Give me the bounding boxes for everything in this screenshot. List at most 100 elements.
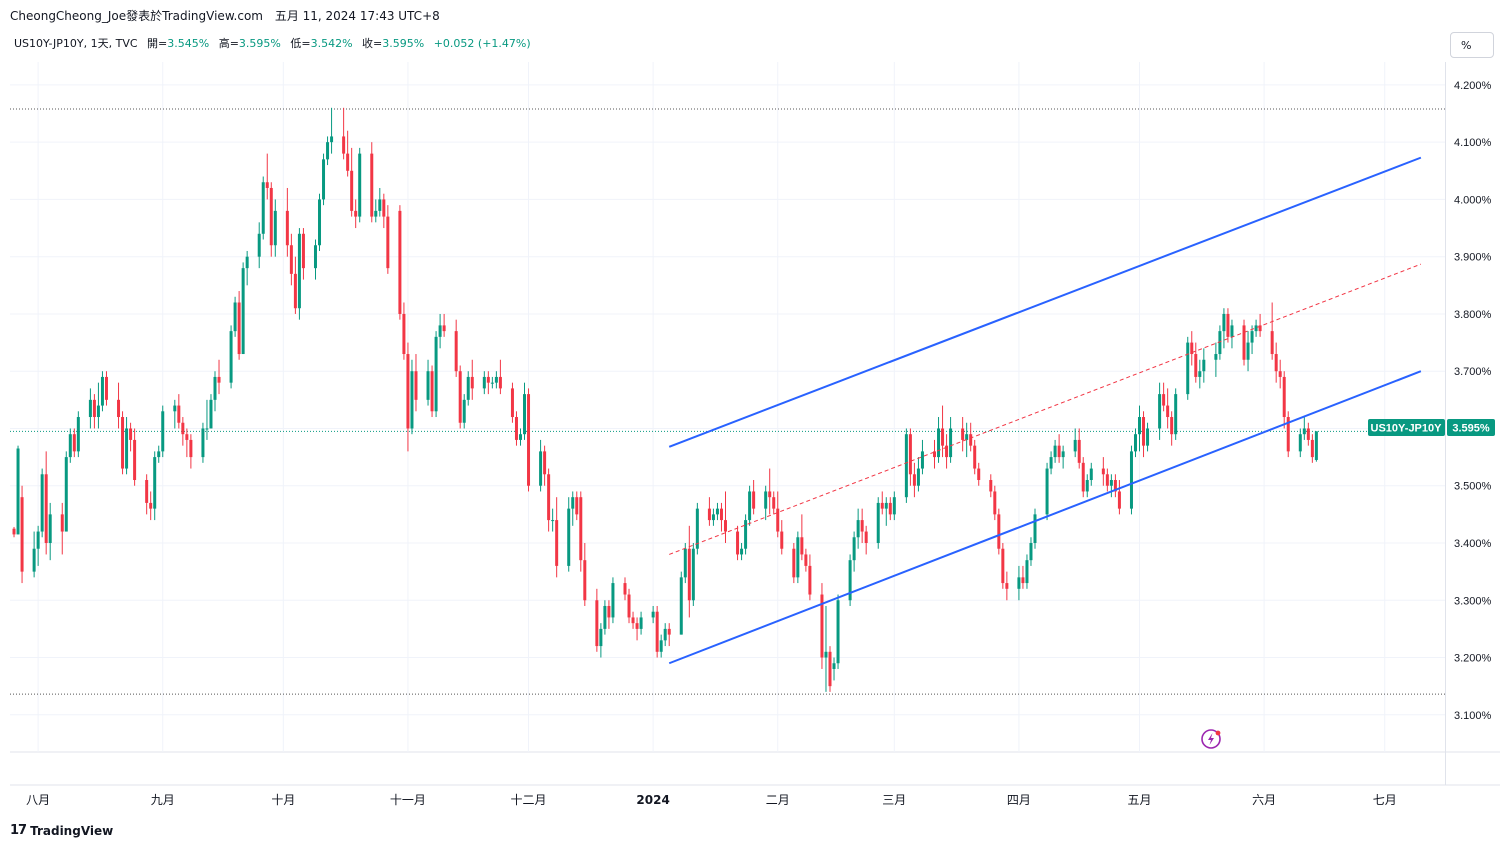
candle: [711, 508, 715, 526]
candle: [945, 434, 949, 469]
candle: [916, 457, 920, 492]
channel-lower-line: [668, 370, 1422, 665]
candle: [494, 371, 498, 389]
candle-body: [719, 508, 723, 521]
candle: [1286, 411, 1290, 458]
candle: [1025, 554, 1029, 589]
candle: [1029, 537, 1033, 566]
legend-open-label: 開=: [147, 37, 168, 50]
candle: [1222, 308, 1226, 349]
candle-body: [796, 537, 800, 578]
channel-mid-line: [669, 263, 1422, 555]
candle-body: [44, 474, 48, 543]
lightning-alert-icon[interactable]: [1201, 729, 1221, 749]
candle-body: [386, 216, 390, 269]
candle-body: [945, 445, 949, 458]
candle-body: [1029, 542, 1033, 561]
legend-symbol: US10Y-JP10Y, 1天, TVC: [14, 37, 138, 50]
candle-body: [346, 153, 350, 171]
candle: [607, 600, 611, 629]
candle: [100, 371, 104, 412]
candle-body: [382, 199, 386, 217]
candle-body: [233, 302, 237, 332]
legend-low-label: 低=: [290, 37, 311, 50]
legend-high-value: 3.595%: [238, 37, 281, 50]
candle: [1166, 388, 1170, 429]
candle-body: [462, 399, 466, 423]
candle-body: [551, 520, 555, 522]
y-tick-label: 3.200%: [1454, 653, 1492, 665]
price-tag-symbol: US10Y-JP10Y: [1371, 423, 1443, 435]
candle-body: [715, 508, 719, 515]
candle: [414, 354, 418, 412]
candle-body: [498, 376, 502, 389]
candle-body: [1138, 417, 1142, 435]
candle-body: [350, 170, 354, 211]
candle-body: [398, 210, 402, 314]
candle: [44, 451, 48, 555]
candle-body: [1077, 439, 1081, 463]
y-tick-label: 3.800%: [1454, 309, 1492, 321]
x-tick-label: 九月: [151, 793, 175, 807]
candle: [189, 434, 193, 469]
last-price-tag: US10Y-JP10Y 3.595%: [1368, 419, 1495, 436]
candle-body: [949, 428, 953, 458]
candle-body: [430, 371, 434, 412]
candle: [342, 107, 346, 160]
candle-body: [969, 434, 973, 446]
candle-body: [442, 325, 446, 332]
candle: [68, 428, 72, 463]
candle: [1001, 542, 1005, 589]
candle: [261, 176, 265, 240]
candle: [772, 491, 776, 515]
candle: [346, 130, 350, 177]
candle: [486, 371, 490, 395]
candle-body: [185, 434, 189, 440]
candle: [723, 491, 727, 543]
candle-body: [1194, 354, 1198, 377]
candle-body: [285, 210, 289, 246]
candle: [583, 542, 587, 606]
candle-body: [989, 480, 993, 492]
candle: [993, 485, 997, 521]
candle: [1278, 359, 1282, 389]
candle: [800, 514, 804, 561]
y-axis[interactable]: 4.200%4.100%4.000%3.900%3.800%3.700%3.60…: [1454, 80, 1492, 722]
x-axis[interactable]: 八月 九月 十月 十一月 十二月 2024 二月 三月 四月 五月 六月 七月: [26, 793, 1397, 807]
candle-body: [454, 331, 458, 372]
candle: [933, 439, 937, 469]
candle: [635, 617, 639, 641]
candle: [330, 107, 334, 154]
channel-lines: [668, 156, 1422, 665]
candle-body: [908, 434, 912, 475]
candle-body: [466, 376, 470, 400]
candle: [1021, 565, 1025, 589]
x-tick-label: 2024: [636, 793, 669, 807]
candle: [297, 228, 301, 320]
candle-body: [72, 434, 76, 452]
candle-body: [800, 537, 804, 555]
candle-body: [177, 405, 181, 423]
candle-body: [1005, 583, 1009, 589]
candle: [1198, 359, 1202, 389]
candle-body: [1113, 480, 1117, 492]
candle: [631, 611, 635, 629]
y-tick-label: 3.900%: [1454, 252, 1492, 264]
candle: [523, 382, 527, 440]
footer-brand[interactable]: 17 TradingView: [10, 823, 113, 838]
candle: [237, 291, 241, 360]
percent-scale-button[interactable]: %: [1450, 32, 1494, 58]
candle: [796, 531, 800, 584]
candle: [997, 508, 1001, 555]
x-tick-label: 三月: [882, 793, 906, 807]
candle-body: [860, 520, 864, 532]
candle: [1230, 319, 1234, 349]
candle-body: [864, 531, 868, 543]
candle-body: [611, 583, 615, 618]
candle-body: [804, 554, 808, 566]
candle: [370, 142, 374, 223]
candle-body: [892, 497, 896, 515]
candle: [241, 262, 245, 355]
candle: [129, 422, 133, 452]
